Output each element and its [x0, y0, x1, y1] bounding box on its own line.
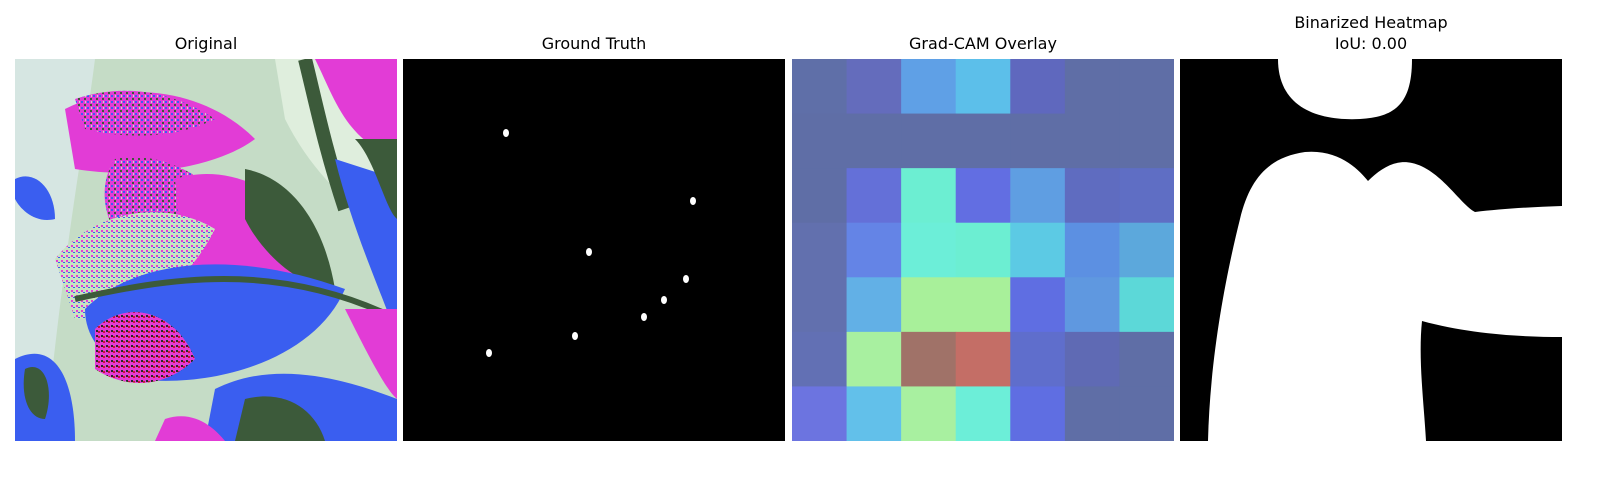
- lesion-spot: [683, 275, 689, 283]
- gradcam-cell: [846, 277, 902, 333]
- gradcam-cell: [1010, 331, 1066, 387]
- gradcam-cell: [901, 168, 957, 224]
- gradcam-cell: [1010, 386, 1066, 441]
- ground-truth-image: [403, 59, 785, 441]
- gradcam-cell: [901, 59, 957, 115]
- panel-title: Original: [174, 34, 238, 53]
- gradcam-cell: [1064, 277, 1120, 333]
- iou-label: IoU: 0.00: [1334, 34, 1408, 53]
- gradcam-cell: [792, 113, 848, 169]
- gradcam-cell: [901, 113, 957, 169]
- gradcam-cell: [1119, 222, 1174, 278]
- gradcam-cell: [1119, 277, 1174, 333]
- original-image: [15, 59, 397, 441]
- gradcam-cell: [792, 222, 848, 278]
- gradcam-cell: [792, 59, 848, 115]
- gradcam-cell: [1064, 59, 1120, 115]
- gradcam-cell: [846, 222, 902, 278]
- lesion-spot: [572, 332, 578, 340]
- gradcam-cell: [1010, 168, 1066, 224]
- gradcam-cell: [955, 331, 1011, 387]
- gradcam-cell: [846, 59, 902, 115]
- gradcam-cell: [846, 331, 902, 387]
- gradcam-overlay-image: [792, 59, 1174, 441]
- lesion-spot: [690, 197, 696, 205]
- gradcam-cell: [846, 113, 902, 169]
- panel-original: Original: [15, 0, 397, 500]
- gradcam-cell: [1010, 113, 1066, 169]
- binarized-heatmap-image: [1180, 59, 1562, 441]
- gradcam-cell: [1119, 113, 1174, 169]
- gradcam-cell: [1064, 386, 1120, 441]
- lesion-spot: [586, 248, 592, 256]
- gradcam-cell: [955, 168, 1011, 224]
- gradcam-cell: [846, 168, 902, 224]
- gradcam-cell: [1119, 331, 1174, 387]
- gradcam-cell: [792, 168, 848, 224]
- gradcam-cell: [1064, 331, 1120, 387]
- lesion-spot: [503, 129, 509, 137]
- gradcam-grid: [792, 59, 1174, 441]
- gradcam-cell: [792, 331, 848, 387]
- panel-title: Ground Truth: [541, 34, 647, 53]
- original-leaf-picture: [15, 59, 397, 441]
- gradcam-cell: [1010, 59, 1066, 115]
- gradcam-cell: [1064, 113, 1120, 169]
- lesion-spot: [486, 349, 492, 357]
- gradcam-cell: [901, 222, 957, 278]
- gradcam-cell: [901, 277, 957, 333]
- gradcam-cell: [1064, 168, 1120, 224]
- gradcam-cell: [792, 277, 848, 333]
- lesion-spot: [641, 313, 647, 321]
- gradcam-cell: [1119, 168, 1174, 224]
- gradcam-cell: [1119, 59, 1174, 115]
- binarized-mask: [1180, 59, 1562, 441]
- gradcam-cell: [955, 277, 1011, 333]
- gradcam-cell: [955, 113, 1011, 169]
- panel-binarized: Binarized Heatmap IoU: 0.00: [1180, 0, 1562, 500]
- gradcam-cell: [1119, 386, 1174, 441]
- gradcam-cell: [1010, 277, 1066, 333]
- gradcam-cell: [1064, 222, 1120, 278]
- gradcam-cell: [955, 59, 1011, 115]
- gradcam-cell: [792, 386, 848, 441]
- gradcam-cell: [1010, 222, 1066, 278]
- panel-gradcam: Grad-CAM Overlay: [792, 0, 1174, 500]
- gradcam-cell: [901, 331, 957, 387]
- lesion-spot: [661, 296, 667, 304]
- gradcam-cell: [901, 386, 957, 441]
- gradcam-cell: [955, 386, 1011, 441]
- panel-title: Binarized Heatmap: [1294, 13, 1448, 32]
- gradcam-cell: [955, 222, 1011, 278]
- gradcam-cell: [846, 386, 902, 441]
- panel-ground-truth: Ground Truth: [403, 0, 785, 500]
- panel-title: Grad-CAM Overlay: [909, 34, 1057, 53]
- ground-truth-mask: [403, 59, 785, 441]
